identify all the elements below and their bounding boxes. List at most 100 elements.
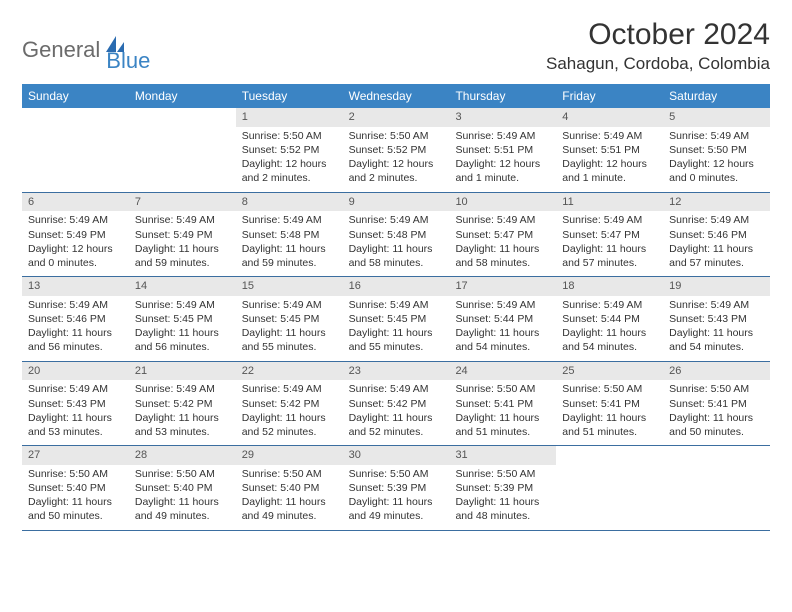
sunrise-text: Sunrise: 5:49 AM (349, 382, 444, 396)
sunset-text: Sunset: 5:45 PM (135, 312, 230, 326)
sunset-text: Sunset: 5:51 PM (562, 143, 657, 157)
daylight-text: Daylight: 11 hours and 53 minutes. (135, 411, 230, 439)
daylight-text: Daylight: 11 hours and 49 minutes. (135, 495, 230, 523)
daylight-text: Daylight: 12 hours and 2 minutes. (349, 157, 444, 185)
day-number: 29 (236, 446, 343, 465)
sunrise-text: Sunrise: 5:50 AM (455, 382, 550, 396)
day-body: Sunrise: 5:49 AMSunset: 5:46 PMDaylight:… (663, 211, 770, 276)
day-number: 12 (663, 193, 770, 212)
day-cell (22, 108, 129, 192)
sunset-text: Sunset: 5:48 PM (349, 228, 444, 242)
daylight-text: Daylight: 11 hours and 55 minutes. (349, 326, 444, 354)
sunrise-text: Sunrise: 5:49 AM (455, 213, 550, 227)
sunrise-text: Sunrise: 5:49 AM (242, 213, 337, 227)
daylight-text: Daylight: 11 hours and 52 minutes. (242, 411, 337, 439)
sunrise-text: Sunrise: 5:49 AM (28, 382, 123, 396)
sunrise-text: Sunrise: 5:49 AM (669, 298, 764, 312)
day-number: 6 (22, 193, 129, 212)
sunrise-text: Sunrise: 5:49 AM (28, 213, 123, 227)
day-cell: 6Sunrise: 5:49 AMSunset: 5:49 PMDaylight… (22, 193, 129, 277)
sunset-text: Sunset: 5:46 PM (28, 312, 123, 326)
title-block: October 2024 Sahagun, Cordoba, Colombia (546, 18, 770, 74)
brand-text-general: General (22, 37, 100, 63)
day-number (22, 108, 129, 112)
sunset-text: Sunset: 5:41 PM (669, 397, 764, 411)
day-number: 16 (343, 277, 450, 296)
sunset-text: Sunset: 5:52 PM (242, 143, 337, 157)
day-body: Sunrise: 5:49 AMSunset: 5:49 PMDaylight:… (22, 211, 129, 276)
sunrise-text: Sunrise: 5:50 AM (349, 467, 444, 481)
weekday-header: Friday (556, 84, 663, 108)
day-body: Sunrise: 5:49 AMSunset: 5:44 PMDaylight:… (556, 296, 663, 361)
daylight-text: Daylight: 11 hours and 58 minutes. (349, 242, 444, 270)
day-cell: 29Sunrise: 5:50 AMSunset: 5:40 PMDayligh… (236, 446, 343, 530)
sunrise-text: Sunrise: 5:50 AM (455, 467, 550, 481)
day-cell: 26Sunrise: 5:50 AMSunset: 5:41 PMDayligh… (663, 362, 770, 446)
week-row: 20Sunrise: 5:49 AMSunset: 5:43 PMDayligh… (22, 362, 770, 447)
day-number: 9 (343, 193, 450, 212)
day-body: Sunrise: 5:49 AMSunset: 5:50 PMDaylight:… (663, 127, 770, 192)
day-body: Sunrise: 5:50 AMSunset: 5:52 PMDaylight:… (236, 127, 343, 192)
day-body: Sunrise: 5:49 AMSunset: 5:43 PMDaylight:… (663, 296, 770, 361)
day-cell: 15Sunrise: 5:49 AMSunset: 5:45 PMDayligh… (236, 277, 343, 361)
day-cell: 12Sunrise: 5:49 AMSunset: 5:46 PMDayligh… (663, 193, 770, 277)
day-cell: 16Sunrise: 5:49 AMSunset: 5:45 PMDayligh… (343, 277, 450, 361)
day-number: 25 (556, 362, 663, 381)
sunset-text: Sunset: 5:48 PM (242, 228, 337, 242)
sunset-text: Sunset: 5:49 PM (135, 228, 230, 242)
daylight-text: Daylight: 11 hours and 57 minutes. (669, 242, 764, 270)
day-cell: 17Sunrise: 5:49 AMSunset: 5:44 PMDayligh… (449, 277, 556, 361)
sunset-text: Sunset: 5:41 PM (562, 397, 657, 411)
sunset-text: Sunset: 5:42 PM (242, 397, 337, 411)
day-number (556, 446, 663, 450)
brand-text-blue: Blue (106, 48, 150, 74)
weekday-header: Tuesday (236, 84, 343, 108)
sunset-text: Sunset: 5:46 PM (669, 228, 764, 242)
day-body: Sunrise: 5:49 AMSunset: 5:43 PMDaylight:… (22, 380, 129, 445)
day-number: 20 (22, 362, 129, 381)
sunset-text: Sunset: 5:50 PM (669, 143, 764, 157)
sunrise-text: Sunrise: 5:50 AM (349, 129, 444, 143)
daylight-text: Daylight: 11 hours and 51 minutes. (562, 411, 657, 439)
sunrise-text: Sunrise: 5:49 AM (135, 213, 230, 227)
daylight-text: Daylight: 11 hours and 55 minutes. (242, 326, 337, 354)
day-number: 23 (343, 362, 450, 381)
sunrise-text: Sunrise: 5:50 AM (562, 382, 657, 396)
weekday-header: Sunday (22, 84, 129, 108)
day-body: Sunrise: 5:49 AMSunset: 5:45 PMDaylight:… (129, 296, 236, 361)
daylight-text: Daylight: 11 hours and 51 minutes. (455, 411, 550, 439)
daylight-text: Daylight: 11 hours and 59 minutes. (242, 242, 337, 270)
day-body: Sunrise: 5:49 AMSunset: 5:45 PMDaylight:… (236, 296, 343, 361)
day-cell (556, 446, 663, 530)
day-body: Sunrise: 5:49 AMSunset: 5:47 PMDaylight:… (556, 211, 663, 276)
daylight-text: Daylight: 12 hours and 0 minutes. (28, 242, 123, 270)
sunrise-text: Sunrise: 5:49 AM (562, 298, 657, 312)
sunset-text: Sunset: 5:42 PM (349, 397, 444, 411)
day-number: 19 (663, 277, 770, 296)
sunset-text: Sunset: 5:40 PM (242, 481, 337, 495)
day-number: 8 (236, 193, 343, 212)
weekday-header: Thursday (449, 84, 556, 108)
sunrise-text: Sunrise: 5:49 AM (669, 213, 764, 227)
day-cell: 1Sunrise: 5:50 AMSunset: 5:52 PMDaylight… (236, 108, 343, 192)
sunrise-text: Sunrise: 5:50 AM (135, 467, 230, 481)
day-number: 11 (556, 193, 663, 212)
sunrise-text: Sunrise: 5:49 AM (455, 129, 550, 143)
day-number: 28 (129, 446, 236, 465)
day-number: 18 (556, 277, 663, 296)
day-cell: 5Sunrise: 5:49 AMSunset: 5:50 PMDaylight… (663, 108, 770, 192)
sunrise-text: Sunrise: 5:49 AM (28, 298, 123, 312)
day-cell (663, 446, 770, 530)
day-cell: 30Sunrise: 5:50 AMSunset: 5:39 PMDayligh… (343, 446, 450, 530)
location-text: Sahagun, Cordoba, Colombia (546, 54, 770, 74)
sunrise-text: Sunrise: 5:49 AM (242, 382, 337, 396)
day-cell: 21Sunrise: 5:49 AMSunset: 5:42 PMDayligh… (129, 362, 236, 446)
weekday-header: Wednesday (343, 84, 450, 108)
daylight-text: Daylight: 11 hours and 49 minutes. (242, 495, 337, 523)
day-number: 5 (663, 108, 770, 127)
day-body: Sunrise: 5:50 AMSunset: 5:41 PMDaylight:… (449, 380, 556, 445)
day-cell: 25Sunrise: 5:50 AMSunset: 5:41 PMDayligh… (556, 362, 663, 446)
day-body: Sunrise: 5:49 AMSunset: 5:42 PMDaylight:… (343, 380, 450, 445)
day-cell: 31Sunrise: 5:50 AMSunset: 5:39 PMDayligh… (449, 446, 556, 530)
calendar-page: General Blue October 2024 Sahagun, Cordo… (0, 0, 792, 549)
